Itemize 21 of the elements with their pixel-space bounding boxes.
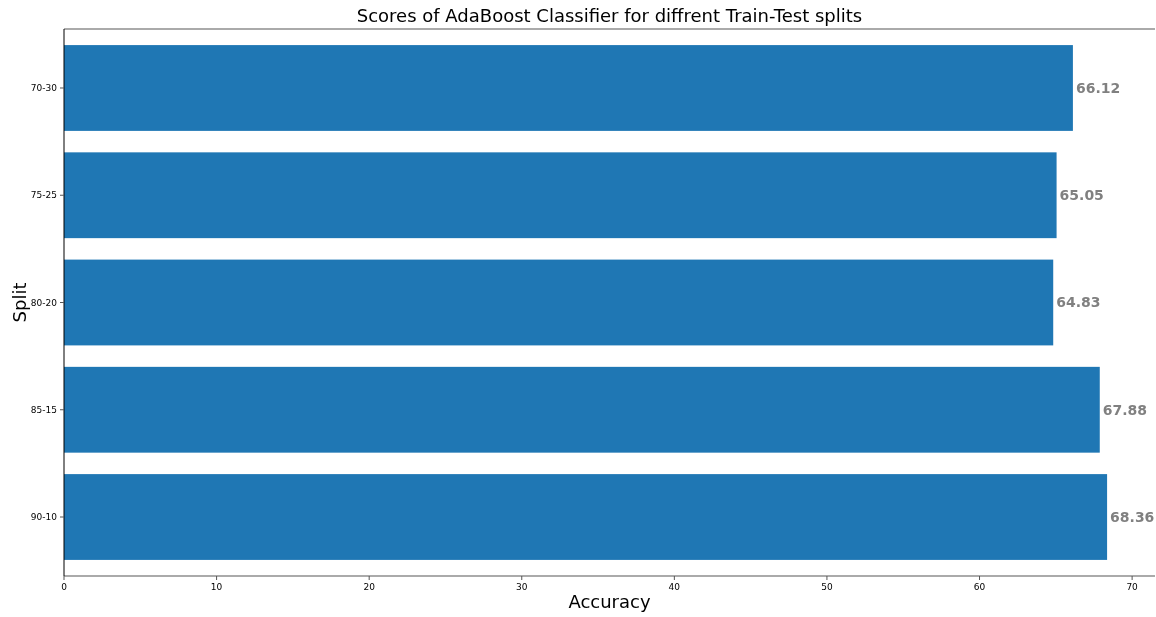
y-tick-label: 75-25	[30, 190, 57, 201]
x-tick-label: 10	[210, 582, 223, 592]
data-label: 67.88	[1102, 401, 1148, 418]
x-tick-label: 0	[61, 582, 68, 592]
y-tick-label: 85-15	[30, 404, 57, 415]
x-tick-label: 70	[1126, 582, 1139, 592]
y-tick-label: 70-30	[30, 83, 58, 94]
data-label: 68.36	[1110, 508, 1155, 525]
x-tick-label: 40	[668, 582, 681, 592]
x-tick-label: 30	[516, 582, 528, 592]
chart-title: Scores of AdaBoost Classifier for diffrent Train-Test splits	[356, 5, 863, 26]
x-axis-title: Accuracy	[568, 591, 651, 612]
y-tick-label: 90-10	[30, 512, 58, 523]
y-axis-title: Split	[9, 282, 30, 323]
data-label: 65.05	[1059, 187, 1104, 204]
y-tick-label: 80-20	[30, 297, 58, 308]
data-label: 64.83	[1056, 294, 1101, 311]
x-tick-label: 20	[363, 582, 376, 592]
x-tick-label: 50	[821, 582, 833, 592]
x-tick-label: 60	[973, 582, 986, 592]
data-label: 66.12	[1075, 79, 1121, 96]
